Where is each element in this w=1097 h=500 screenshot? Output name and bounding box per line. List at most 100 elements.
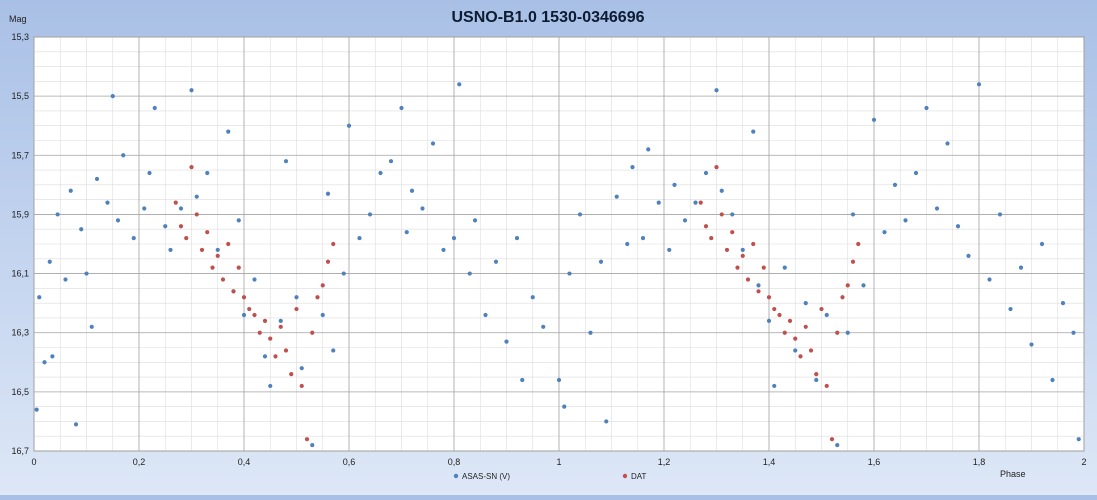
x-tick-label: 1,2 (658, 457, 671, 467)
data-point (892, 182, 898, 187)
data-point (173, 200, 178, 205)
data-point (1029, 342, 1034, 347)
data-point (598, 259, 604, 264)
data-point (751, 241, 756, 247)
data-point (63, 277, 68, 282)
data-point (777, 312, 782, 318)
data-point (709, 235, 714, 241)
data-point (247, 306, 252, 312)
data-point (850, 212, 856, 217)
data-point (667, 247, 672, 253)
data-point (824, 383, 829, 389)
x-tick-label: 0,2 (133, 457, 146, 467)
y-tick-label: 15,3 (11, 32, 29, 42)
data-point (803, 324, 808, 329)
data-point (299, 366, 304, 371)
data-point (220, 277, 226, 282)
x-tick-label: 1,4 (763, 457, 776, 467)
data-point (735, 265, 740, 270)
data-point (751, 129, 756, 134)
data-point (504, 339, 509, 344)
data-point (378, 170, 383, 176)
data-point (787, 318, 793, 323)
legend-label: DAT (631, 472, 647, 481)
data-point (184, 235, 189, 241)
data-point (714, 88, 719, 93)
data-point (808, 348, 814, 353)
data-point (625, 241, 630, 247)
data-point (814, 372, 819, 377)
data-point (37, 295, 42, 300)
data-point (189, 165, 194, 170)
legend-marker (622, 473, 628, 479)
data-point (388, 159, 394, 164)
data-point (226, 241, 231, 247)
data-point (441, 247, 446, 253)
data-point (294, 295, 299, 300)
y-tick-label: 16,7 (11, 446, 29, 456)
data-point (698, 200, 703, 205)
data-point (740, 247, 745, 253)
data-point (520, 377, 525, 383)
data-point (604, 419, 609, 424)
data-point (325, 191, 331, 196)
data-point (483, 312, 488, 318)
data-point (562, 404, 567, 409)
data-point (782, 330, 787, 335)
data-point (835, 330, 840, 335)
data-point (42, 360, 47, 365)
data-point (289, 372, 294, 377)
data-point (320, 312, 325, 318)
data-point (215, 247, 220, 253)
data-point (782, 265, 787, 270)
data-point (236, 265, 241, 270)
data-point (131, 235, 136, 241)
y-axis-label: Mag (9, 14, 27, 24)
data-point (924, 105, 929, 111)
data-point (740, 253, 745, 258)
y-tick-label: 16,1 (11, 269, 29, 279)
data-point (577, 212, 583, 217)
data-point (168, 247, 173, 253)
data-point (430, 141, 436, 146)
data-point (283, 348, 289, 353)
data-point (331, 241, 336, 247)
data-point (121, 153, 126, 158)
data-point (772, 306, 777, 312)
data-point (934, 206, 940, 211)
data-point (215, 253, 220, 258)
data-point (640, 235, 646, 241)
data-point (1039, 241, 1045, 247)
legend: ASAS-SN (V) DAT (453, 472, 647, 481)
data-point (310, 442, 315, 448)
data-point (304, 437, 310, 442)
data-point (672, 182, 677, 187)
data-point (34, 407, 39, 412)
data-point (793, 336, 798, 341)
data-point (766, 318, 772, 323)
x-tick-label: 1,6 (868, 457, 881, 467)
data-point (457, 82, 462, 87)
data-point (541, 324, 546, 329)
data-point (1071, 330, 1076, 335)
data-point (278, 318, 283, 323)
data-point (472, 218, 478, 223)
data-point (47, 259, 52, 264)
data-point (278, 324, 283, 329)
x-axis-label: Phase (1000, 469, 1026, 479)
data-point (1018, 265, 1024, 270)
data-point (294, 306, 299, 312)
data-point (147, 170, 152, 176)
x-tick-label: 1,8 (973, 457, 986, 467)
data-point (241, 312, 247, 318)
y-tick-label: 16,5 (11, 387, 29, 397)
data-point (730, 230, 735, 235)
data-point (703, 224, 709, 229)
chart-title: USNO-B1.0 1530-0346696 (451, 9, 644, 26)
data-point (719, 212, 724, 217)
data-point (210, 265, 215, 270)
data-point (829, 437, 835, 442)
data-point (268, 383, 273, 389)
data-point (913, 170, 919, 176)
